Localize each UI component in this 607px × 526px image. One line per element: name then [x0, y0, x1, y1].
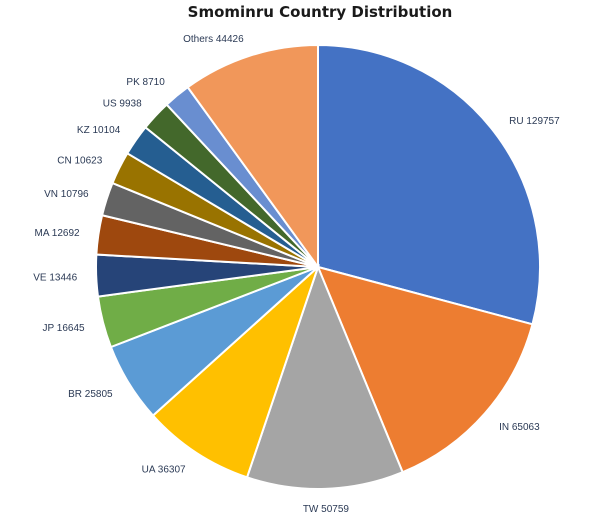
pie-slice-ua: [151, 263, 321, 479]
data-label-in: IN 65063: [499, 422, 540, 433]
data-label-pk: PK 8710: [126, 77, 165, 88]
data-label-tw: TW 50759: [303, 504, 350, 515]
data-label-jp: JP 16645: [43, 323, 86, 334]
chart-title: Smominru Country Distribution: [187, 3, 453, 21]
data-label-ua: UA 36307: [142, 464, 186, 475]
data-label-cn: CN 10623: [57, 155, 102, 166]
data-label-ma: MA 12692: [35, 228, 80, 239]
data-label-us: US 9938: [103, 99, 142, 110]
pie-slice-others: [186, 43, 319, 271]
data-label-ru: RU 129757: [509, 116, 560, 127]
data-label-vn: VN 10796: [44, 189, 89, 200]
data-label-br: BR 25805: [68, 389, 113, 400]
data-label-ve: VE 13446: [33, 272, 77, 283]
data-label-kz: KZ 10104: [77, 125, 121, 136]
data-label-others: Others 44426: [183, 34, 244, 45]
pie-slice-in: [316, 265, 534, 474]
pie-slice-tw: [245, 264, 404, 490]
pie-slice-ru: [317, 43, 541, 326]
